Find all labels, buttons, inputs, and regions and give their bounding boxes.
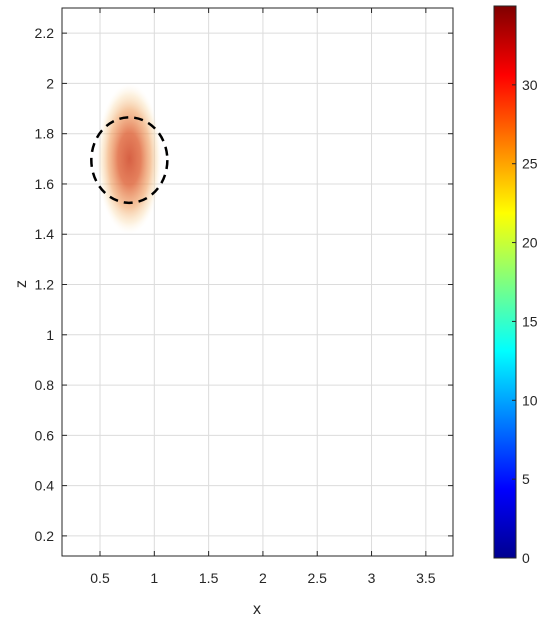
colorbar-tick-label: 30: [522, 77, 538, 93]
colorbar-tick-label: 5: [522, 471, 530, 487]
y-axis: 0.2 0.4 0.6 0.8 1 1.2 1.4 1.6 1.8 2 2.2: [35, 25, 453, 544]
colorbar-ticks: 0 5 10 15 20 25 30: [512, 77, 538, 566]
colorbar-tick-label: 15: [522, 313, 538, 329]
grid-lines: [62, 8, 453, 556]
x-axis-label: x: [253, 601, 261, 618]
y-tick-label: 1: [46, 327, 54, 343]
y-tick-label: 0.2: [35, 528, 55, 544]
dashed-ellipse: [90, 116, 169, 205]
x-tick-label: 3: [368, 570, 376, 586]
heat-blob: [96, 83, 162, 235]
x-tick-label: 1.5: [199, 570, 219, 586]
x-tick-label: 3.5: [416, 570, 436, 586]
y-tick-label: 2: [46, 75, 54, 91]
y-tick-label: 1.8: [35, 126, 55, 142]
y-tick-label: 1.6: [35, 176, 55, 192]
y-tick-label: 0.6: [35, 427, 55, 443]
x-tick-label: 0.5: [90, 570, 110, 586]
colorbar-tick-label: 20: [522, 235, 538, 251]
x-tick-label: 2.5: [308, 570, 328, 586]
x-tick-label: 2: [259, 570, 267, 586]
y-axis-label: z: [13, 280, 30, 288]
y-tick-label: 1.4: [35, 226, 55, 242]
x-axis: 0.5 1 1.5 2 2.5 3 3.5: [90, 8, 436, 586]
colorbar-tick-label: 25: [522, 156, 538, 172]
y-tick-label: 0.4: [35, 478, 55, 494]
colorbar-tick-label: 0: [522, 550, 530, 566]
colorbar-tick-label: 10: [522, 392, 538, 408]
y-tick-label: 2.2: [35, 25, 55, 41]
x-tick-label: 1: [150, 570, 158, 586]
colorbar: [493, 5, 517, 559]
y-tick-label: 1.2: [35, 277, 55, 293]
y-tick-label: 0.8: [35, 377, 55, 393]
axes-frame: [61, 7, 454, 557]
